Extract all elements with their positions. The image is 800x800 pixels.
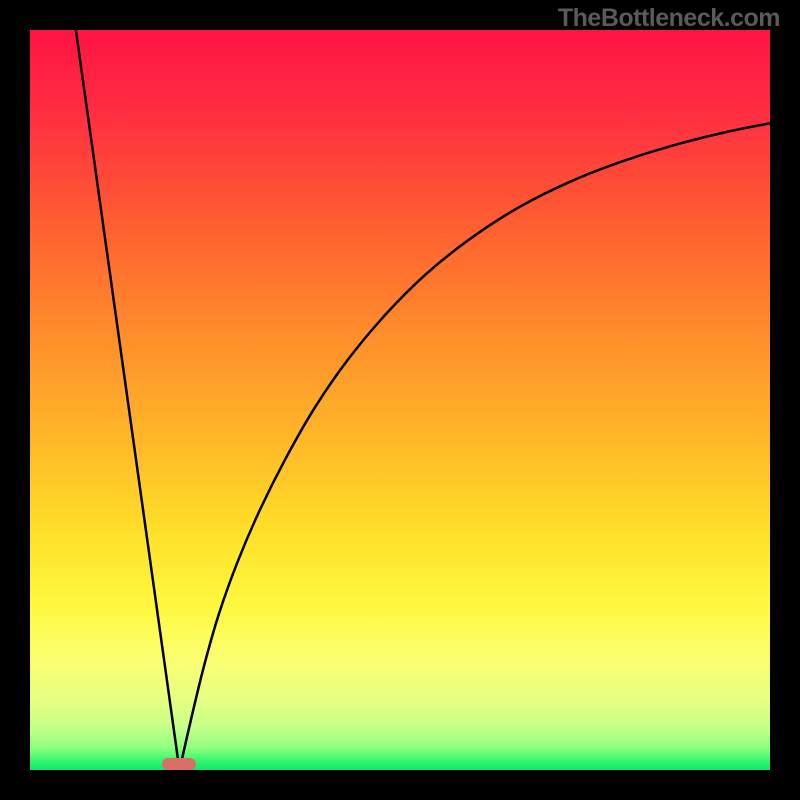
watermark-text: TheBottleneck.com: [558, 4, 780, 33]
curve-layer: [30, 30, 770, 770]
plot-area: [30, 30, 770, 770]
bottleneck-curve: [76, 30, 770, 770]
chart-container: TheBottleneck.com: [0, 0, 800, 800]
min-marker: [162, 758, 196, 770]
